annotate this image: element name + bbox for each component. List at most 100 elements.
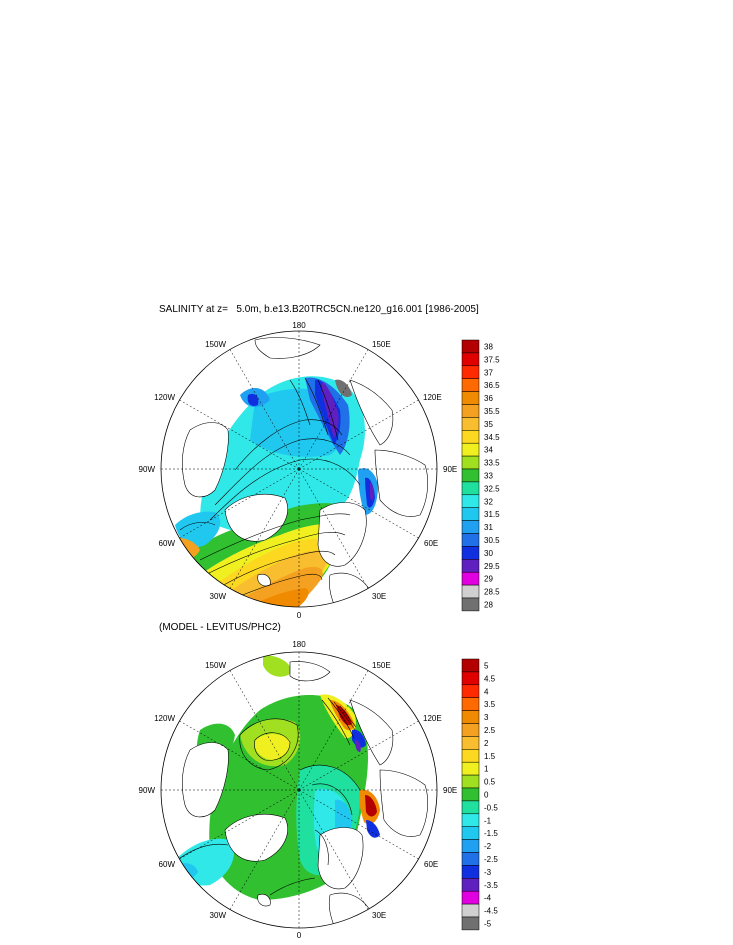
- colorbar-swatch: [461, 774, 480, 789]
- colorbar-label: -0.5: [484, 803, 498, 812]
- colorbar-swatch: [461, 339, 480, 354]
- panel1-lon-label: 30E: [372, 592, 386, 601]
- colorbar-swatch: [461, 903, 480, 918]
- colorbar-label: 30: [484, 549, 493, 558]
- colorbar-swatch: [461, 352, 480, 367]
- panel1-map: 180 150E 120E 90E 60E 30E 0 30W 60W 90W …: [139, 321, 501, 620]
- colorbar-label: 5: [484, 661, 489, 670]
- panel1-lon-label: 60E: [424, 539, 438, 548]
- colorbar-swatch: [461, 546, 480, 560]
- panel1-lon-label: 180: [292, 321, 306, 330]
- colorbar-label: 32.5: [484, 484, 500, 493]
- panel2-title: (MODEL - LEVITUS/PHC2): [159, 622, 281, 633]
- colorbar-label: -3.5: [484, 881, 498, 890]
- panel1-lon-label: 150E: [372, 340, 391, 349]
- colorbar-label: -4: [484, 894, 492, 903]
- colorbar-swatch: [461, 761, 480, 776]
- panel1-lon-label: 120E: [423, 393, 442, 402]
- colorbar-swatch: [461, 417, 480, 431]
- colorbar-swatch: [461, 916, 480, 931]
- colorbar-swatch: [461, 507, 480, 521]
- colorbar-label: 36: [484, 394, 493, 403]
- panel1-colorbar: 38 37.5 37 36.5 36 35.5 35 34.5 34 33.5 33 32.5 32 31…: [461, 339, 500, 612]
- colorbar-label: -4.5: [484, 907, 498, 916]
- colorbar-label: 2.5: [484, 726, 496, 735]
- colorbar-label: 28.5: [484, 588, 500, 597]
- colorbar-label: 0.5: [484, 778, 496, 787]
- colorbar-label: 1: [484, 765, 489, 774]
- colorbar-label: 29.5: [484, 562, 500, 571]
- panel1-lon-label: 90W: [139, 465, 156, 474]
- colorbar-swatch: [461, 787, 480, 802]
- panel2-lon-label: 150E: [372, 661, 391, 670]
- colorbar-swatch: [461, 852, 480, 866]
- colorbar-swatch: [461, 430, 480, 444]
- colorbar-label: 31: [484, 523, 493, 532]
- colorbar-label: -5: [484, 919, 492, 928]
- colorbar-label: 34.5: [484, 433, 500, 442]
- colorbar-swatch: [461, 865, 480, 879]
- colorbar-label: 4: [484, 687, 489, 696]
- panel2-colorbar: 5 4.5 4 3.5 3 2.5 2 1.5 1 0.5 0 -0.5 -1 -1.5 -2 -2.5 -3 -…: [461, 658, 498, 931]
- colorbar-label: 37: [484, 368, 493, 377]
- colorbar-label: 28: [484, 600, 493, 609]
- colorbar-swatch: [461, 391, 480, 405]
- colorbar-label: 38: [484, 342, 493, 351]
- colorbar-label: 33: [484, 471, 493, 480]
- colorbar-label: 29: [484, 575, 493, 584]
- colorbar-swatch: [461, 800, 480, 815]
- colorbar-label: -1: [484, 816, 492, 825]
- panel1-lon-label: 30W: [210, 592, 227, 601]
- colorbar-label: -2: [484, 842, 492, 851]
- colorbar-label: 4.5: [484, 674, 496, 683]
- panel1-greenland: [224, 493, 288, 542]
- panel2-greenland: [224, 813, 288, 862]
- colorbar-label: -2.5: [484, 855, 498, 864]
- colorbar-swatch: [461, 684, 480, 698]
- colorbar-label: 33.5: [484, 459, 500, 468]
- colorbar-swatch: [461, 736, 480, 750]
- colorbar-label: 30.5: [484, 536, 500, 545]
- colorbar-swatch: [461, 839, 480, 853]
- colorbar-swatch: [461, 481, 480, 496]
- colorbar-swatch: [461, 697, 480, 711]
- colorbar-swatch: [461, 559, 480, 573]
- colorbar-swatch: [461, 813, 480, 827]
- colorbar-label: 2: [484, 739, 489, 748]
- panel2-lon-label: 30E: [372, 911, 386, 920]
- colorbar-swatch: [461, 749, 480, 763]
- colorbar-label: 37.5: [484, 355, 500, 364]
- colorbar-label: 34: [484, 446, 493, 455]
- colorbar-swatch: [461, 710, 480, 724]
- panel2-lon-label: 0: [297, 931, 302, 940]
- panel2-lon-label: 90E: [443, 786, 457, 795]
- colorbar-swatch: [461, 723, 480, 737]
- colorbar-label: 0: [484, 790, 489, 799]
- panel1-lon-label: 90E: [443, 465, 457, 474]
- panel1-lon-label: 0: [297, 611, 302, 620]
- colorbar-swatch: [461, 658, 480, 673]
- colorbar-label: 35: [484, 420, 493, 429]
- panel2-lon-label: 60E: [424, 860, 438, 869]
- panel1-lon-label: 60W: [159, 539, 176, 548]
- colorbar-label: 3.5: [484, 700, 496, 709]
- colorbar-label: 36.5: [484, 381, 500, 390]
- colorbar-label: -3: [484, 868, 492, 877]
- colorbar-swatch: [461, 520, 480, 534]
- panel2-lon-label: 90W: [139, 786, 156, 795]
- colorbar-swatch: [461, 571, 480, 586]
- colorbar-swatch: [461, 404, 480, 418]
- colorbar-swatch: [461, 878, 480, 892]
- colorbar-label: 1.5: [484, 752, 496, 761]
- panel2-map: 180 150E 120E 90E 60E 30E 0 30W 60W 90W …: [139, 640, 499, 940]
- colorbar-swatch: [461, 494, 480, 508]
- colorbar-swatch: [461, 597, 480, 612]
- colorbar-swatch: [461, 890, 480, 905]
- panel1-lon-label: 120W: [154, 393, 175, 402]
- colorbar-swatch: [461, 378, 480, 392]
- colorbar-label: 32: [484, 497, 493, 506]
- colorbar-swatch: [461, 442, 480, 457]
- colorbar-swatch: [461, 468, 480, 483]
- colorbar-swatch: [461, 584, 480, 599]
